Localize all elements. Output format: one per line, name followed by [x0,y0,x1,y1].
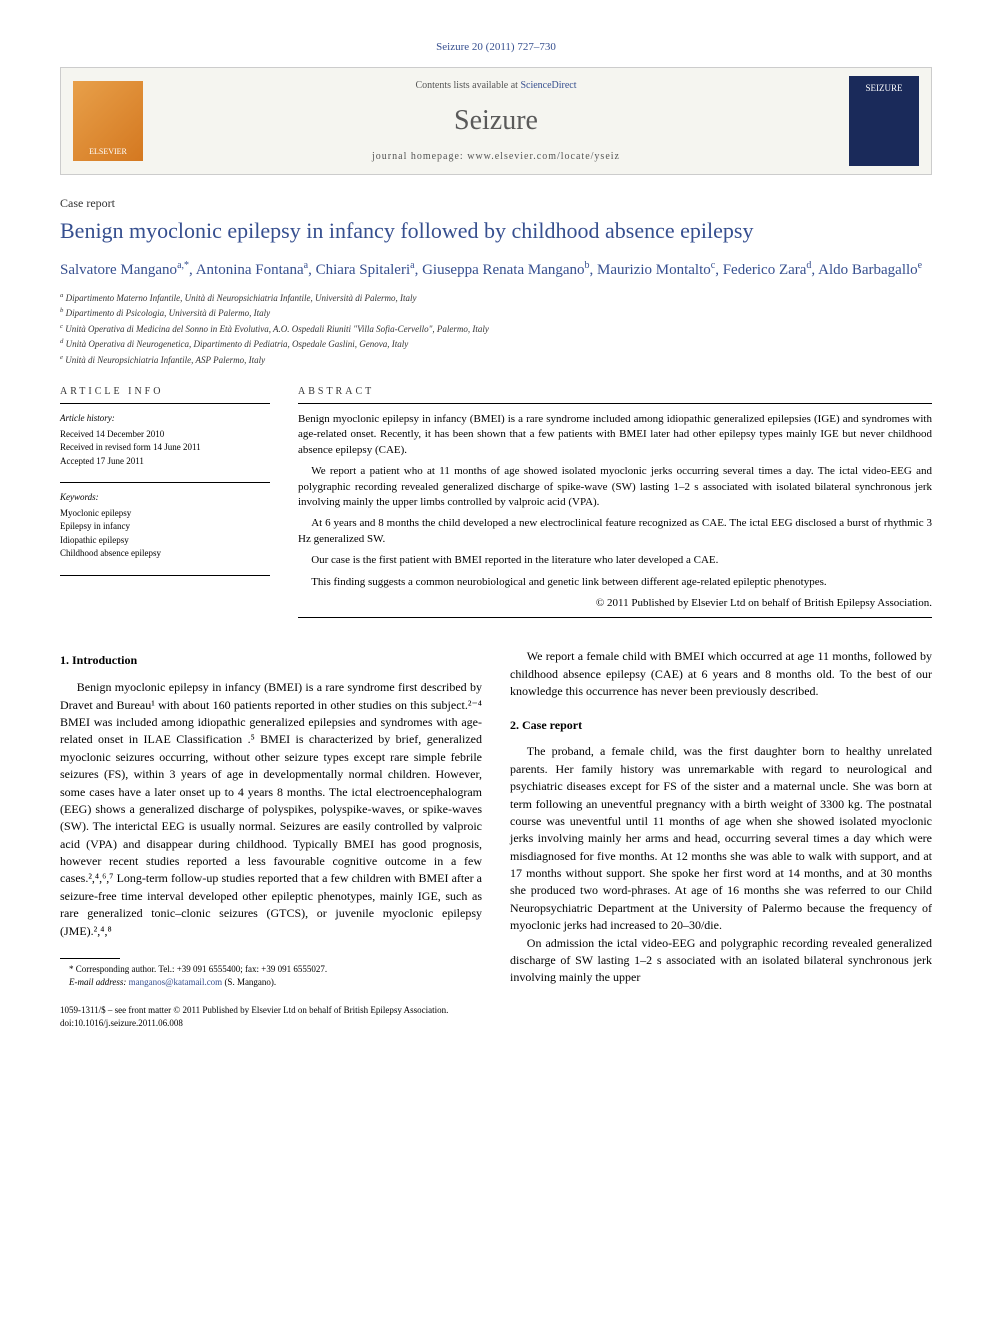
section-heading-intro: 1. Introduction [60,652,482,669]
divider [60,575,270,576]
abstract-paragraph: We report a patient who at 11 months of … [298,464,932,510]
divider [298,617,932,618]
abstract-paragraph: Our case is the first patient with BMEI … [298,553,932,568]
section-heading-case: 2. Case report [510,717,932,734]
author: Chiara Spitaleria [316,262,415,278]
divider [298,403,932,404]
keywords-label: Keywords: [60,491,270,505]
article-info-heading: ARTICLE INFO [60,385,270,399]
keyword: Epilepsy in infancy [60,520,270,534]
history-label: Article history: [60,412,270,426]
email-label: E-mail address: [69,977,129,987]
doi-line: doi:10.1016/j.seizure.2011.06.008 [60,1017,932,1030]
history-line: Received in revised form 14 June 2011 [60,441,270,455]
homepage-line: journal homepage: www.elsevier.com/locat… [143,150,849,164]
keyword: Myoclonic epilepsy [60,507,270,521]
email-line: E-mail address: manganos@katamail.com (S… [60,976,482,989]
journal-cover-thumb: SEIZURE [849,76,919,166]
sciencedirect-link[interactable]: ScienceDirect [520,80,576,91]
keywords-block: Keywords: Myoclonic epilepsy Epilepsy in… [60,491,270,561]
divider [60,482,270,483]
journal-banner: ELSEVIER Contents lists available at Sci… [60,67,932,175]
email-author: (S. Mangano). [222,977,276,987]
header-citation: Seizure 20 (2011) 727–730 [60,40,932,55]
banner-center: Contents lists available at ScienceDirec… [143,79,849,164]
contents-line: Contents lists available at ScienceDirec… [143,79,849,93]
abstract-copyright: © 2011 Published by Elsevier Ltd on beha… [298,596,932,611]
author: Giuseppa Renata Manganob [422,262,589,278]
article-history: Article history: Received 14 December 20… [60,412,270,468]
right-column: We report a female child with BMEI which… [510,648,932,988]
author: Salvatore Manganoa,* [60,262,189,278]
abstract-block: ABSTRACT Benign myoclonic epilepsy in in… [298,385,932,626]
author: Aldo Barbagalloe [818,262,922,278]
abstract-heading: ABSTRACT [298,385,932,399]
corresponding-author: * Corresponding author. Tel.: +39 091 65… [60,963,482,976]
left-column: 1. Introduction Benign myoclonic epileps… [60,648,482,988]
history-line: Received 14 December 2010 [60,428,270,442]
homepage-prefix: journal homepage: [372,151,467,162]
abstract-paragraph: This finding suggests a common neurobiol… [298,575,932,590]
abstract-paragraph: Benign myoclonic epilepsy in infancy (BM… [298,412,932,458]
affiliation: e Unità di Neuropsichiatria Infantile, A… [60,353,932,368]
article-type: Case report [60,195,932,212]
keyword: Childhood absence epilepsy [60,547,270,561]
body-paragraph: On admission the ictal video-EEG and pol… [510,935,932,987]
affiliation: c Unità Operativa di Medicina del Sonno … [60,322,932,337]
affiliation: b Dipartimento di Psicologia, Università… [60,306,932,321]
article-info-block: ARTICLE INFO Article history: Received 1… [60,385,270,626]
footnote-separator [60,958,120,959]
body-columns: 1. Introduction Benign myoclonic epileps… [60,648,932,988]
author: Maurizio Montaltoc [597,262,715,278]
journal-name: Seizure [143,101,849,140]
affiliation: d Unità Operativa di Neurogenetica, Dipa… [60,337,932,352]
homepage-url[interactable]: www.elsevier.com/locate/yseiz [467,151,620,162]
body-paragraph: We report a female child with BMEI which… [510,648,932,700]
contents-prefix: Contents lists available at [415,80,520,91]
body-paragraph: The proband, a female child, was the fir… [510,743,932,934]
article-title: Benign myoclonic epilepsy in infancy fol… [60,218,932,244]
elsevier-logo: ELSEVIER [73,81,143,161]
keyword: Idiopathic epilepsy [60,534,270,548]
affiliations-list: a Dipartimento Materno Infantile, Unità … [60,291,932,368]
history-line: Accepted 17 June 2011 [60,455,270,469]
authors-list: Salvatore Manganoa,*, Antonina Fontanaa,… [60,259,932,281]
info-abstract-row: ARTICLE INFO Article history: Received 1… [60,385,932,626]
affiliation: a Dipartimento Materno Infantile, Unità … [60,291,932,306]
author: Antonina Fontanaa [196,262,308,278]
bottom-meta: 1059-1311/$ – see front matter © 2011 Pu… [60,1004,932,1029]
footnotes: * Corresponding author. Tel.: +39 091 65… [60,963,482,988]
issn-line: 1059-1311/$ – see front matter © 2011 Pu… [60,1004,932,1017]
author: Federico Zarad [723,262,812,278]
divider [60,403,270,404]
abstract-paragraph: At 6 years and 8 months the child develo… [298,516,932,547]
body-paragraph: Benign myoclonic epilepsy in infancy (BM… [60,679,482,940]
email-link[interactable]: manganos@katamail.com [129,977,223,987]
